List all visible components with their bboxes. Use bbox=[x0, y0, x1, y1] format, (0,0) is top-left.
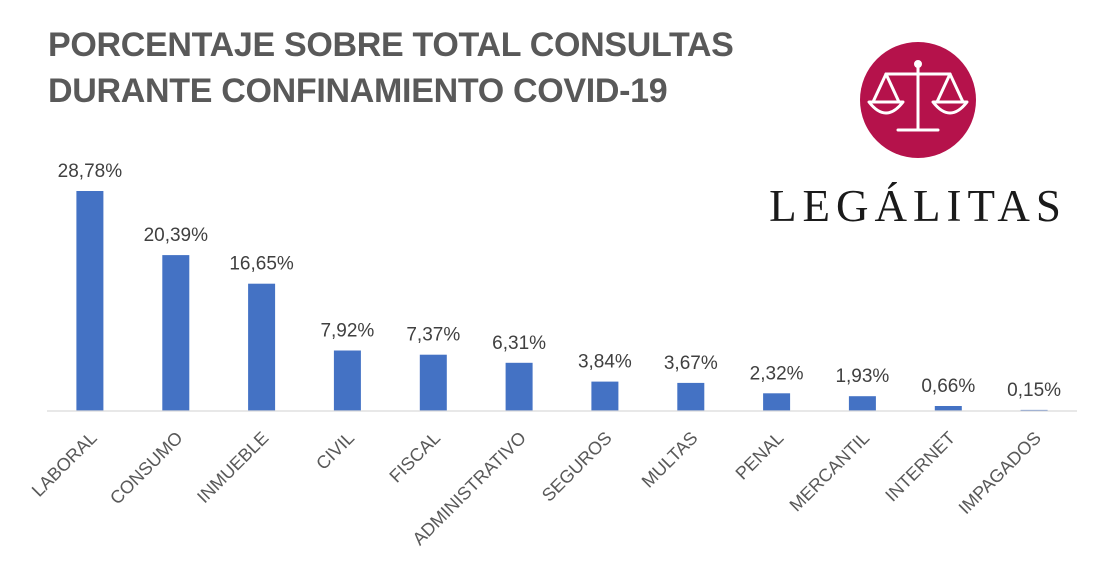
bar-seguros bbox=[591, 381, 619, 411]
data-label-civil: 7,92% bbox=[320, 321, 374, 342]
data-label-internet: 0,66% bbox=[921, 376, 975, 397]
chart-title-line-2: DURANTE CONFINAMIENTO COVID-19 bbox=[48, 72, 668, 110]
bar-inmueble bbox=[248, 283, 276, 411]
data-label-inmueble: 16,65% bbox=[229, 254, 294, 275]
data-label-penal: 2,32% bbox=[750, 363, 804, 384]
data-label-administrativo: 6,31% bbox=[492, 333, 546, 354]
category-label-inmueble: INMUEBLE bbox=[193, 428, 272, 507]
data-label-consumo: 20,39% bbox=[144, 225, 209, 246]
category-label-seguros: SEGUROS bbox=[538, 428, 616, 506]
data-label-laboral: 28,78% bbox=[58, 161, 123, 182]
data-labels-layer: 28,78% 20,39% 16,65% 7,92% 7,37% 6,31% 3,84% 3,… bbox=[58, 161, 1061, 401]
bar-penal bbox=[763, 393, 791, 411]
bar-consumo bbox=[162, 255, 190, 411]
category-label-civil: CIVIL bbox=[312, 428, 358, 474]
bar-laboral bbox=[76, 191, 104, 411]
data-label-fiscal: 7,37% bbox=[406, 325, 460, 346]
category-label-consumo: CONSUMO bbox=[106, 428, 187, 509]
category-ticks-layer: LABORAL CONSUMO INMUEBLE CIVIL FISCALADMINIS… bbox=[28, 428, 1045, 549]
data-label-impagados: 0,15% bbox=[1007, 380, 1061, 401]
bar-fiscal bbox=[419, 354, 447, 411]
category-label-laboral: LABORAL bbox=[28, 428, 101, 501]
chart-title: PORCENTAJE SOBRE TOTAL CONSULTAS DURANTE… bbox=[48, 22, 768, 114]
bar-administrativo bbox=[505, 362, 533, 411]
bars-layer bbox=[76, 191, 1048, 411]
category-label-mercantil: MERCANTIL bbox=[786, 428, 874, 516]
category-label-fiscal: FISCAL bbox=[385, 428, 444, 487]
bar-internet bbox=[934, 406, 962, 411]
brand-name: LEGÁLITAS bbox=[769, 181, 1067, 231]
data-label-multas: 3,67% bbox=[664, 353, 718, 374]
category-label-internet: INTERNET bbox=[881, 428, 959, 506]
legalitas-logo bbox=[860, 42, 976, 158]
chart-title-line-1: PORCENTAJE SOBRE TOTAL CONSULTAS bbox=[48, 26, 734, 64]
bar-civil bbox=[333, 350, 361, 411]
bar-mercantil bbox=[848, 396, 876, 411]
data-label-seguros: 3,84% bbox=[578, 352, 632, 373]
category-label-penal: PENAL bbox=[732, 428, 788, 484]
data-label-mercantil: 1,93% bbox=[835, 366, 889, 387]
category-label-multas: MULTAS bbox=[638, 428, 702, 492]
category-label-impagados: IMPAGADOS bbox=[955, 428, 1045, 518]
scales-of-justice-icon bbox=[867, 60, 969, 132]
bar-multas bbox=[677, 382, 705, 411]
